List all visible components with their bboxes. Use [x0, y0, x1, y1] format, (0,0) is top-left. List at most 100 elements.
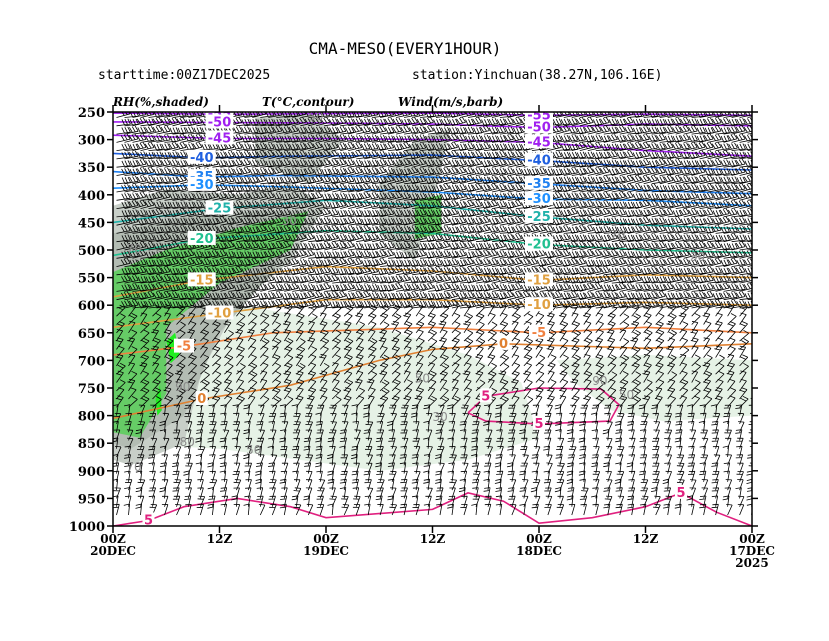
wind-barb: [667, 158, 682, 168]
y-axis: 2503003504004505005506006507007508008509…: [69, 106, 758, 535]
wind-barb: [161, 504, 169, 516]
wind-barb: [687, 454, 696, 466]
wind-barb: [439, 378, 448, 392]
wind-barb: [511, 370, 520, 383]
wind-barb: [348, 150, 363, 160]
wind-barb: [212, 168, 227, 176]
wind-barb: [332, 117, 347, 127]
wind-barb: [319, 329, 329, 342]
wind-barb: [520, 421, 528, 433]
wind-barb: [316, 150, 331, 160]
wind-barb: [377, 413, 385, 425]
wind-barb: [329, 429, 337, 441]
wind-barb: [236, 209, 251, 218]
contour-label-bg: [205, 200, 234, 215]
wind-barb: [611, 241, 626, 251]
wind-barb: [751, 356, 752, 358]
wind-barb: [739, 387, 748, 400]
wind-barb: [619, 218, 635, 226]
rh-label-2: 80: [180, 435, 195, 449]
wind-barb: [128, 370, 138, 383]
wind-barb: [563, 134, 579, 143]
wind-barb: [316, 193, 331, 201]
wind-barb: [151, 329, 159, 342]
wind-barb: [635, 118, 651, 127]
wind-barb: [737, 495, 745, 507]
wind-barb: [260, 185, 275, 193]
wind-barb: [423, 470, 430, 482]
wind-barb: [607, 371, 618, 383]
wind-barb: [324, 233, 339, 243]
wind-barb: [683, 176, 698, 185]
wind-barb: [654, 495, 661, 507]
wind-barb: [683, 125, 698, 135]
wind-barb: [244, 118, 259, 127]
wind-barb: [483, 242, 499, 251]
wind-barb: [667, 151, 682, 160]
wind-barb: [244, 274, 259, 284]
wind-barb: [411, 404, 419, 416]
wind-barb: [348, 258, 363, 267]
wind-barb: [643, 233, 658, 243]
wind-barb: [236, 321, 246, 334]
wind-barb: [124, 421, 132, 433]
wind-barb: [603, 176, 618, 185]
wind-barb: [619, 266, 634, 276]
y-tick-label-300: 300: [78, 134, 105, 149]
wind-barb: [635, 126, 650, 135]
wind-barb: [451, 387, 459, 400]
wind-barb: [427, 329, 437, 342]
wind-barb: [614, 420, 622, 433]
x-tick-label-4-1: 18DEC: [516, 544, 562, 558]
wind-barb: [396, 225, 411, 234]
wind-barb: [388, 143, 403, 151]
wind-barb: [348, 117, 363, 127]
wind-barb: [415, 304, 424, 317]
wind-barb: [156, 151, 171, 160]
wind-barb: [703, 337, 710, 350]
wind-barb: [507, 117, 522, 127]
wind-barb: [679, 329, 688, 342]
wind-barb: [372, 125, 387, 135]
wind-barb: [595, 304, 604, 317]
wind-barb: [404, 152, 419, 160]
wind-barb: [448, 462, 455, 474]
wind-barb: [115, 354, 124, 367]
wind-barb: [711, 429, 719, 441]
wind-barb: [667, 292, 682, 301]
wind-barb: [396, 168, 411, 176]
contour-label-bg: [205, 114, 234, 129]
wind-barb: [228, 176, 243, 185]
wind-barb: [164, 176, 179, 185]
wind-barb: [606, 437, 613, 449]
wind-barb: [435, 233, 451, 243]
wind-barb: [400, 421, 408, 433]
wind-barb: [509, 479, 517, 491]
wind-barb: [292, 116, 307, 127]
wind-barb: [188, 126, 203, 135]
wind-barb: [617, 495, 625, 507]
wind-barb: [364, 300, 379, 309]
wind-barb: [571, 292, 587, 301]
wind-barb: [296, 362, 306, 375]
wind-barb: [459, 118, 475, 127]
wind-barb: [595, 225, 610, 234]
wind-barb: [396, 266, 411, 276]
wind-barb: [156, 283, 171, 292]
wind-barb: [739, 217, 752, 226]
wind-barb: [581, 487, 589, 499]
wind-barb: [707, 112, 722, 118]
wind-barb: [703, 378, 711, 392]
wind-barb: [364, 495, 372, 507]
wind-barb: [491, 193, 507, 201]
wind-barb: [176, 395, 183, 408]
wind-barb: [559, 304, 568, 317]
wind-barb: [651, 241, 666, 251]
wind-barb: [207, 503, 215, 516]
wind-barb: [664, 413, 672, 425]
wind-barb: [252, 217, 267, 226]
wind-barb: [691, 291, 706, 301]
wind-barb: [507, 225, 523, 234]
wind-barb: [569, 413, 576, 425]
